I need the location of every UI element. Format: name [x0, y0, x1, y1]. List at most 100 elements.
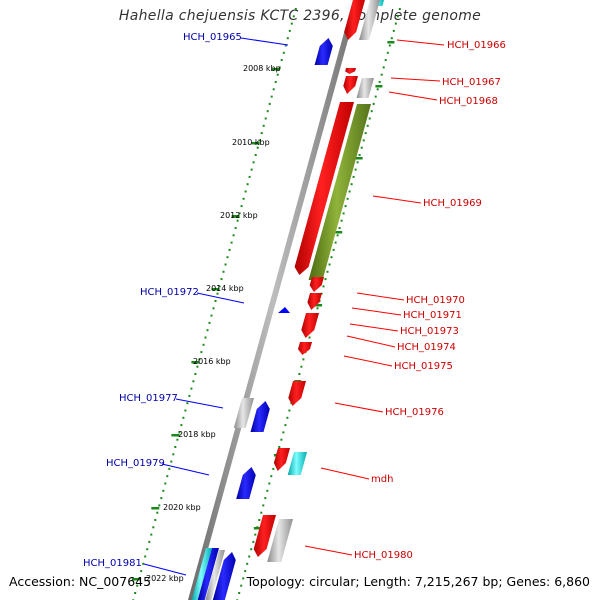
ruler-dot: [244, 570, 247, 573]
ruler-dot: [164, 482, 167, 485]
ruler-dot: [238, 592, 241, 594]
gene-label-hch-01980[interactable]: HCH_01980: [354, 550, 413, 561]
leader-line: [351, 307, 402, 316]
ruler-dot: [248, 175, 251, 178]
scale-label-2014: 2014 kbp: [206, 284, 244, 293]
ruler-dot: [316, 307, 319, 310]
gene-label-hch-01965[interactable]: HCH_01965: [183, 32, 242, 43]
ruler-dot: [394, 22, 397, 25]
ruler-dot: [366, 124, 369, 127]
ruler-major-tick: [231, 215, 240, 218]
gene-label-hch-01971[interactable]: HCH_01971: [403, 310, 462, 321]
gene-label-hch-01966[interactable]: HCH_01966: [447, 40, 506, 51]
ruler-dot: [258, 139, 261, 142]
ruler-dot: [216, 292, 219, 295]
ruler-dot: [354, 168, 357, 171]
ruler-dot: [140, 570, 143, 573]
gene-label-hch-01972[interactable]: HCH_01972: [140, 287, 199, 298]
gene-hch-01981: [197, 548, 219, 600]
gene-hch-01977-grey: [233, 398, 254, 428]
leader-line: [372, 195, 422, 204]
ruler-dot: [174, 446, 177, 448]
ruler-dot: [328, 263, 331, 266]
ruler-dot: [270, 475, 273, 478]
gene-label-hch-01977[interactable]: HCH_01977: [119, 393, 178, 404]
ruler-dot: [162, 489, 165, 492]
ruler-major-tick: [171, 434, 180, 437]
leader-line: [356, 292, 405, 301]
ruler-dot: [252, 161, 255, 164]
gene-hch-01977: [250, 401, 270, 432]
gene-hch-01980: [267, 519, 293, 562]
scale-label-2010: 2010 kbp: [232, 138, 270, 147]
ruler-dot: [178, 431, 181, 434]
ruler-dot: [342, 212, 345, 215]
ruler-dot: [322, 285, 325, 288]
ruler-dot: [286, 416, 289, 419]
ruler-dot: [336, 234, 339, 237]
ruler-major-tick: [335, 231, 343, 234]
ruler-dot: [160, 497, 163, 500]
ruler-dot: [374, 95, 377, 98]
ruler-dot: [242, 577, 245, 580]
gene-label-hch-01967[interactable]: HCH_01967: [442, 77, 501, 88]
ruler-dot: [254, 533, 257, 536]
ruler-dot: [230, 241, 233, 244]
ruler-dot: [244, 190, 247, 193]
ruler-dot: [278, 66, 281, 69]
ruler-dot: [150, 533, 153, 536]
ruler-dot: [206, 329, 209, 332]
ruler-dot: [222, 270, 225, 273]
ruler-dot: [274, 81, 277, 83]
ruler-dot: [340, 219, 343, 222]
gene-mdh-red: [273, 448, 290, 471]
gene-label-hch-01973[interactable]: HCH_01973: [400, 326, 459, 337]
scale-label-2016: 2016 kbp: [193, 357, 231, 366]
ruler-dot: [214, 300, 217, 302]
ruler-dot: [232, 234, 235, 237]
gene-label-hch-01970[interactable]: HCH_01970: [406, 295, 465, 306]
accession-text: Accession: NC_007645: [9, 574, 152, 589]
leader-line: [388, 91, 438, 101]
ruler-dot: [382, 66, 385, 69]
ruler-dot: [268, 102, 271, 105]
ruler-dot: [154, 519, 157, 521]
gene-label-hch-01968[interactable]: HCH_01968: [439, 96, 498, 107]
ruler-dot: [398, 8, 401, 10]
ruler-dot: [288, 409, 291, 412]
ruler-dot: [200, 351, 203, 354]
ruler-dot: [332, 248, 335, 251]
genome-title: Hahella chejuensis KCTC 2396, complete g…: [118, 8, 482, 24]
ruler-dot: [240, 205, 243, 208]
gene-label-hch-01975[interactable]: HCH_01975: [394, 361, 453, 372]
scale-label-2018: 2018 kbp: [178, 430, 216, 439]
ruler-major-tick: [211, 288, 220, 291]
gene-label-hch-01969[interactable]: HCH_01969: [423, 198, 482, 209]
gene-label-mdh[interactable]: mdh: [371, 474, 393, 485]
ruler-dot: [248, 555, 251, 558]
ruler-major-tick: [387, 41, 395, 44]
ruler-dot: [264, 117, 267, 120]
ruler-dot: [258, 519, 261, 521]
ruler-dot: [260, 511, 263, 514]
ruler-major-tick: [151, 507, 160, 510]
gene-mdh: [287, 452, 307, 475]
ruler-dot: [334, 241, 337, 244]
ruler-dot: [368, 117, 371, 120]
ruler-dot: [298, 373, 301, 375]
ruler-dot: [270, 95, 273, 98]
ruler-dot: [136, 584, 139, 587]
gene-label-hch-01979[interactable]: HCH_01979: [106, 458, 165, 469]
scale-label-2008: 2008 kbp: [243, 64, 281, 73]
ruler-major-tick: [375, 85, 383, 88]
ruler-dot: [290, 22, 293, 25]
ruler-dot: [252, 540, 255, 543]
ruler-dot: [386, 51, 389, 54]
gene-label-hch-01976[interactable]: HCH_01976: [385, 407, 444, 418]
gene-label-hch-01981[interactable]: HCH_01981: [83, 558, 142, 569]
ruler-dot: [288, 29, 291, 32]
leader-line: [240, 37, 289, 46]
ruler-dot: [236, 219, 239, 222]
gene-label-hch-01974[interactable]: HCH_01974: [397, 342, 456, 353]
ruler-dot: [166, 475, 169, 478]
